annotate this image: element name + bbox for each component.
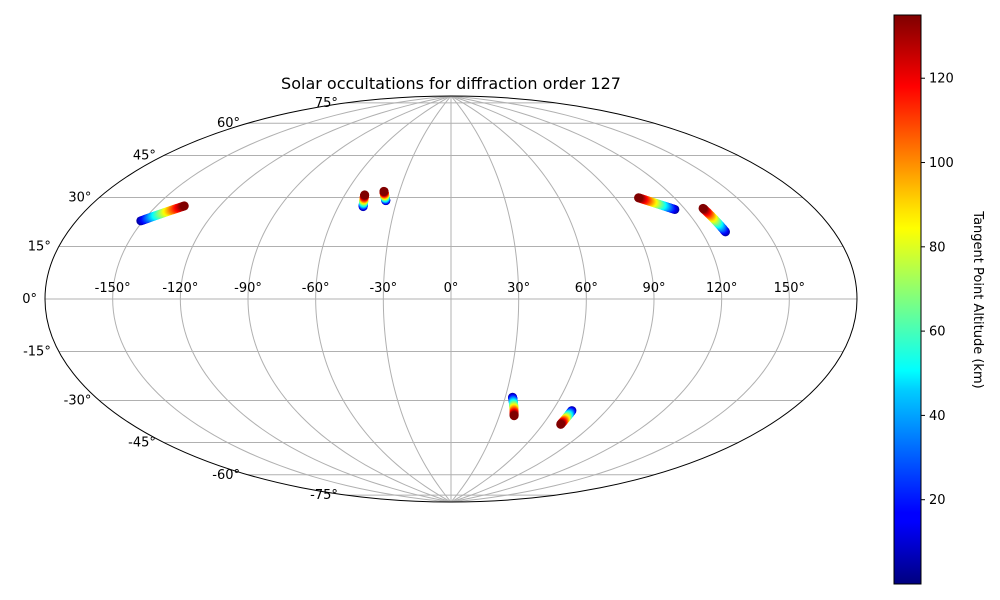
lat-tick-label: 30° xyxy=(68,191,91,206)
lon-gridline xyxy=(450,96,587,502)
lat-tick-labels: -75° -60° -45° -30° -15° 0° 15° 30° 45° 60° 75° xyxy=(22,96,338,503)
lon-tick-label: -150° xyxy=(95,281,131,296)
lon-gridline xyxy=(450,96,723,502)
track-point xyxy=(634,193,644,203)
lat-tick-label: 75° xyxy=(315,96,338,111)
lat-tick-label: 60° xyxy=(217,116,240,131)
lat-tick-label: 45° xyxy=(133,148,156,163)
lon-tick-labels: -150° -120° -90° -60° -30° 0° 30° 60° 90° 120° 150… xyxy=(95,281,805,296)
lon-tick-label: 90° xyxy=(642,281,665,296)
lon-gridline xyxy=(450,96,655,502)
map-grid xyxy=(45,96,857,502)
occultation-track xyxy=(358,190,370,212)
occultation-track xyxy=(508,392,519,421)
track-point xyxy=(556,419,566,429)
occultation-tracks xyxy=(136,186,730,429)
lon-gridline xyxy=(247,96,452,502)
lon-tick-label: 30° xyxy=(507,281,530,296)
occultation-track xyxy=(136,201,189,226)
colorbar xyxy=(893,14,922,585)
lon-tick-label: -30° xyxy=(369,281,397,296)
track-point xyxy=(509,411,519,421)
lon-gridline xyxy=(112,96,452,502)
lat-tick-label: -60° xyxy=(212,468,240,483)
chart-title: Solar occultations for diffraction order… xyxy=(281,74,621,93)
lon-gridline xyxy=(450,96,790,502)
track-point xyxy=(698,203,708,213)
occultation-track xyxy=(634,193,680,214)
track-point xyxy=(379,186,389,196)
lat-tick-label: -30° xyxy=(64,394,92,409)
lon-tick-label: -120° xyxy=(162,281,198,296)
lon-tick-label: 0° xyxy=(444,281,459,296)
lon-tick-label: -60° xyxy=(302,281,330,296)
lat-tick-label: 0° xyxy=(22,292,37,307)
lat-tick-label: 15° xyxy=(28,239,51,254)
map-boundary xyxy=(44,95,858,503)
lon-gridline xyxy=(382,96,452,502)
lon-gridline xyxy=(179,96,452,502)
lon-tick-label: 150° xyxy=(774,281,805,296)
lon-tick-label: -90° xyxy=(234,281,262,296)
lon-gridline xyxy=(450,96,520,502)
track-point xyxy=(179,201,189,211)
colorbar-tick-label: 100 xyxy=(929,156,954,171)
colorbar-tick-label: 40 xyxy=(929,409,946,424)
lat-tick-label: -45° xyxy=(128,436,156,451)
occultation-track xyxy=(556,406,577,429)
lon-tick-label: 120° xyxy=(706,281,737,296)
lon-gridline xyxy=(315,96,452,502)
lat-tick-label: -15° xyxy=(23,345,51,360)
colorbar-ticks: 20 40 60 80 100 120 xyxy=(921,72,954,508)
occultation-track xyxy=(698,203,730,237)
colorbar-tick-label: 60 xyxy=(929,325,946,340)
track-point xyxy=(360,190,370,200)
lon-tick-label: 60° xyxy=(575,281,598,296)
colorbar-tick-label: 20 xyxy=(929,493,946,508)
colorbar-label: Tangent Point Altitude (km) xyxy=(970,210,985,388)
occultation-track xyxy=(379,186,391,206)
colorbar-tick-label: 80 xyxy=(929,240,946,255)
colorbar-tick-label: 120 xyxy=(929,72,954,87)
lat-tick-label: -75° xyxy=(310,488,338,503)
